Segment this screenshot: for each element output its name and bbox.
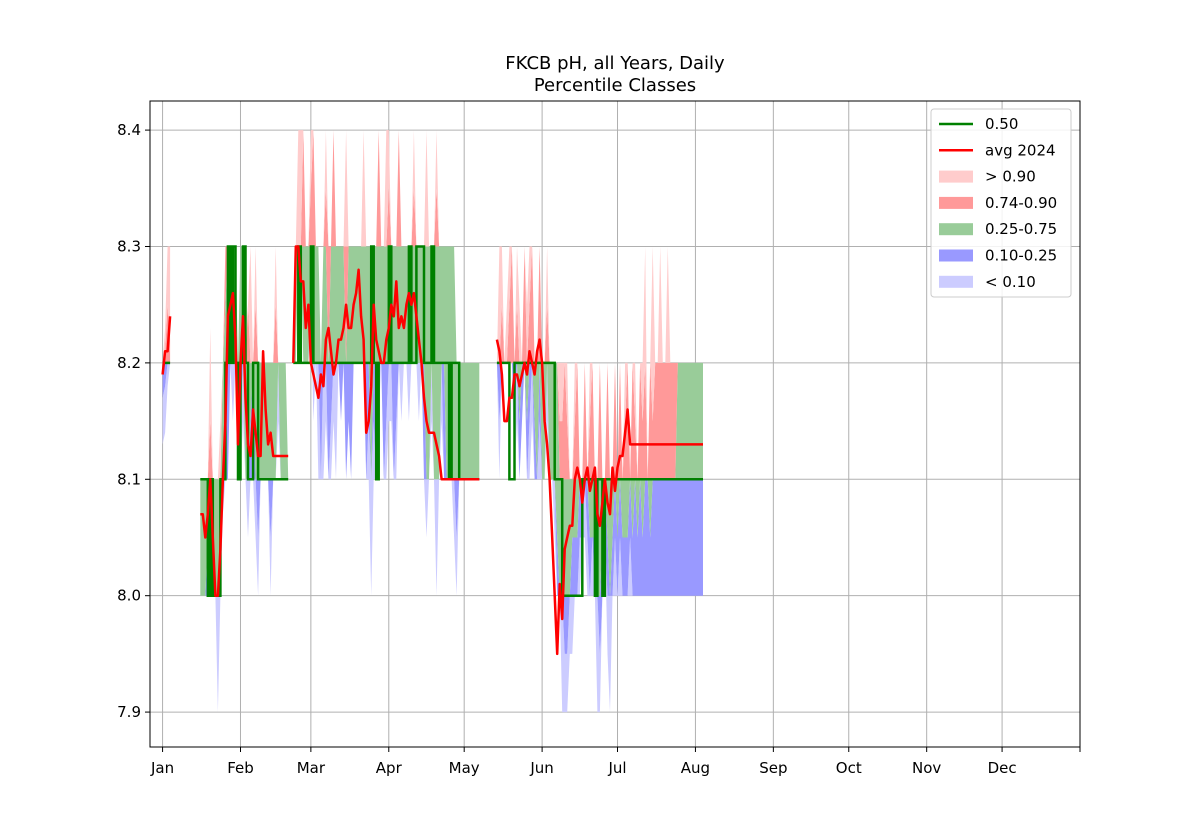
- band-0-10-to-0-25: [496, 362, 703, 654]
- band-above-0-90: [293, 130, 480, 363]
- axis-ticks: Jan Feb Mar Apr May Jun Jul Aug Sep Oct Nov Dec 7.9 8…: [117, 121, 1081, 777]
- band-below-0-10: [162, 362, 171, 445]
- band-below-0-10: [200, 362, 289, 713]
- x-tick-label: Apr: [376, 759, 403, 777]
- avg-2024-line: [200, 291, 289, 597]
- x-tick-label: Feb: [227, 759, 254, 777]
- legend-band-swatch: [939, 196, 973, 209]
- avg-2024-line: [495, 338, 703, 656]
- legend-band-swatch: [939, 275, 973, 288]
- legend-label: avg 2024: [985, 141, 1056, 159]
- legend-label: < 0.10: [985, 273, 1036, 291]
- x-tick-label: Aug: [681, 759, 710, 777]
- avg-2024-line: [161, 316, 172, 375]
- y-tick-label: 8.0: [117, 587, 141, 605]
- y-tick-label: 8.1: [117, 470, 141, 488]
- legend-band-swatch: [939, 223, 973, 236]
- y-tick-label: 8.4: [117, 121, 141, 139]
- x-tick-label: Mar: [297, 759, 326, 777]
- y-tick-label: 7.9: [117, 703, 141, 721]
- band-above-0-90: [162, 246, 171, 363]
- axes-frame: [149, 100, 1081, 748]
- band-0-74-to-0-90: [200, 246, 289, 480]
- legend-label: 0.10-0.25: [985, 247, 1057, 265]
- band-0-10-to-0-25: [293, 246, 480, 538]
- chart-title: FKCB pH, all Years, Daily: [505, 53, 725, 74]
- legend-label: 0.74-0.90: [985, 194, 1057, 212]
- x-tick-label: Jul: [607, 759, 626, 777]
- x-tick-label: Jun: [529, 759, 553, 777]
- legend-band-swatch: [939, 249, 973, 262]
- y-tick-label: 8.2: [117, 354, 141, 372]
- x-tick-label: May: [449, 759, 480, 777]
- legend-label: > 0.90: [985, 168, 1036, 186]
- legend-band-swatch: [939, 170, 973, 183]
- x-tick-label: Dec: [988, 759, 1017, 777]
- avg-2024-line: [292, 245, 480, 481]
- legend-label: 0.50: [985, 115, 1018, 133]
- band-above-0-90: [496, 246, 703, 480]
- legend-label: 0.25-0.75: [985, 220, 1057, 238]
- x-tick-label: Jan: [150, 759, 174, 777]
- chart-subtitle: Percentile Classes: [534, 75, 696, 96]
- x-tick-label: Sep: [759, 759, 787, 777]
- band-0-10-to-0-25: [162, 362, 171, 398]
- median-line: [293, 245, 480, 481]
- band-0-74-to-0-90: [496, 246, 703, 480]
- plot-area: [161, 130, 703, 713]
- x-tick-label: Nov: [912, 759, 941, 777]
- median-line: [496, 361, 703, 597]
- median-line: [200, 245, 289, 597]
- legend: 0.50 avg 2024 > 0.90 0.74-0.90 0.25-0.75 0.10…: [930, 108, 1072, 298]
- y-tick-label: 8.3: [117, 237, 141, 255]
- x-tick-label: Oct: [836, 759, 862, 777]
